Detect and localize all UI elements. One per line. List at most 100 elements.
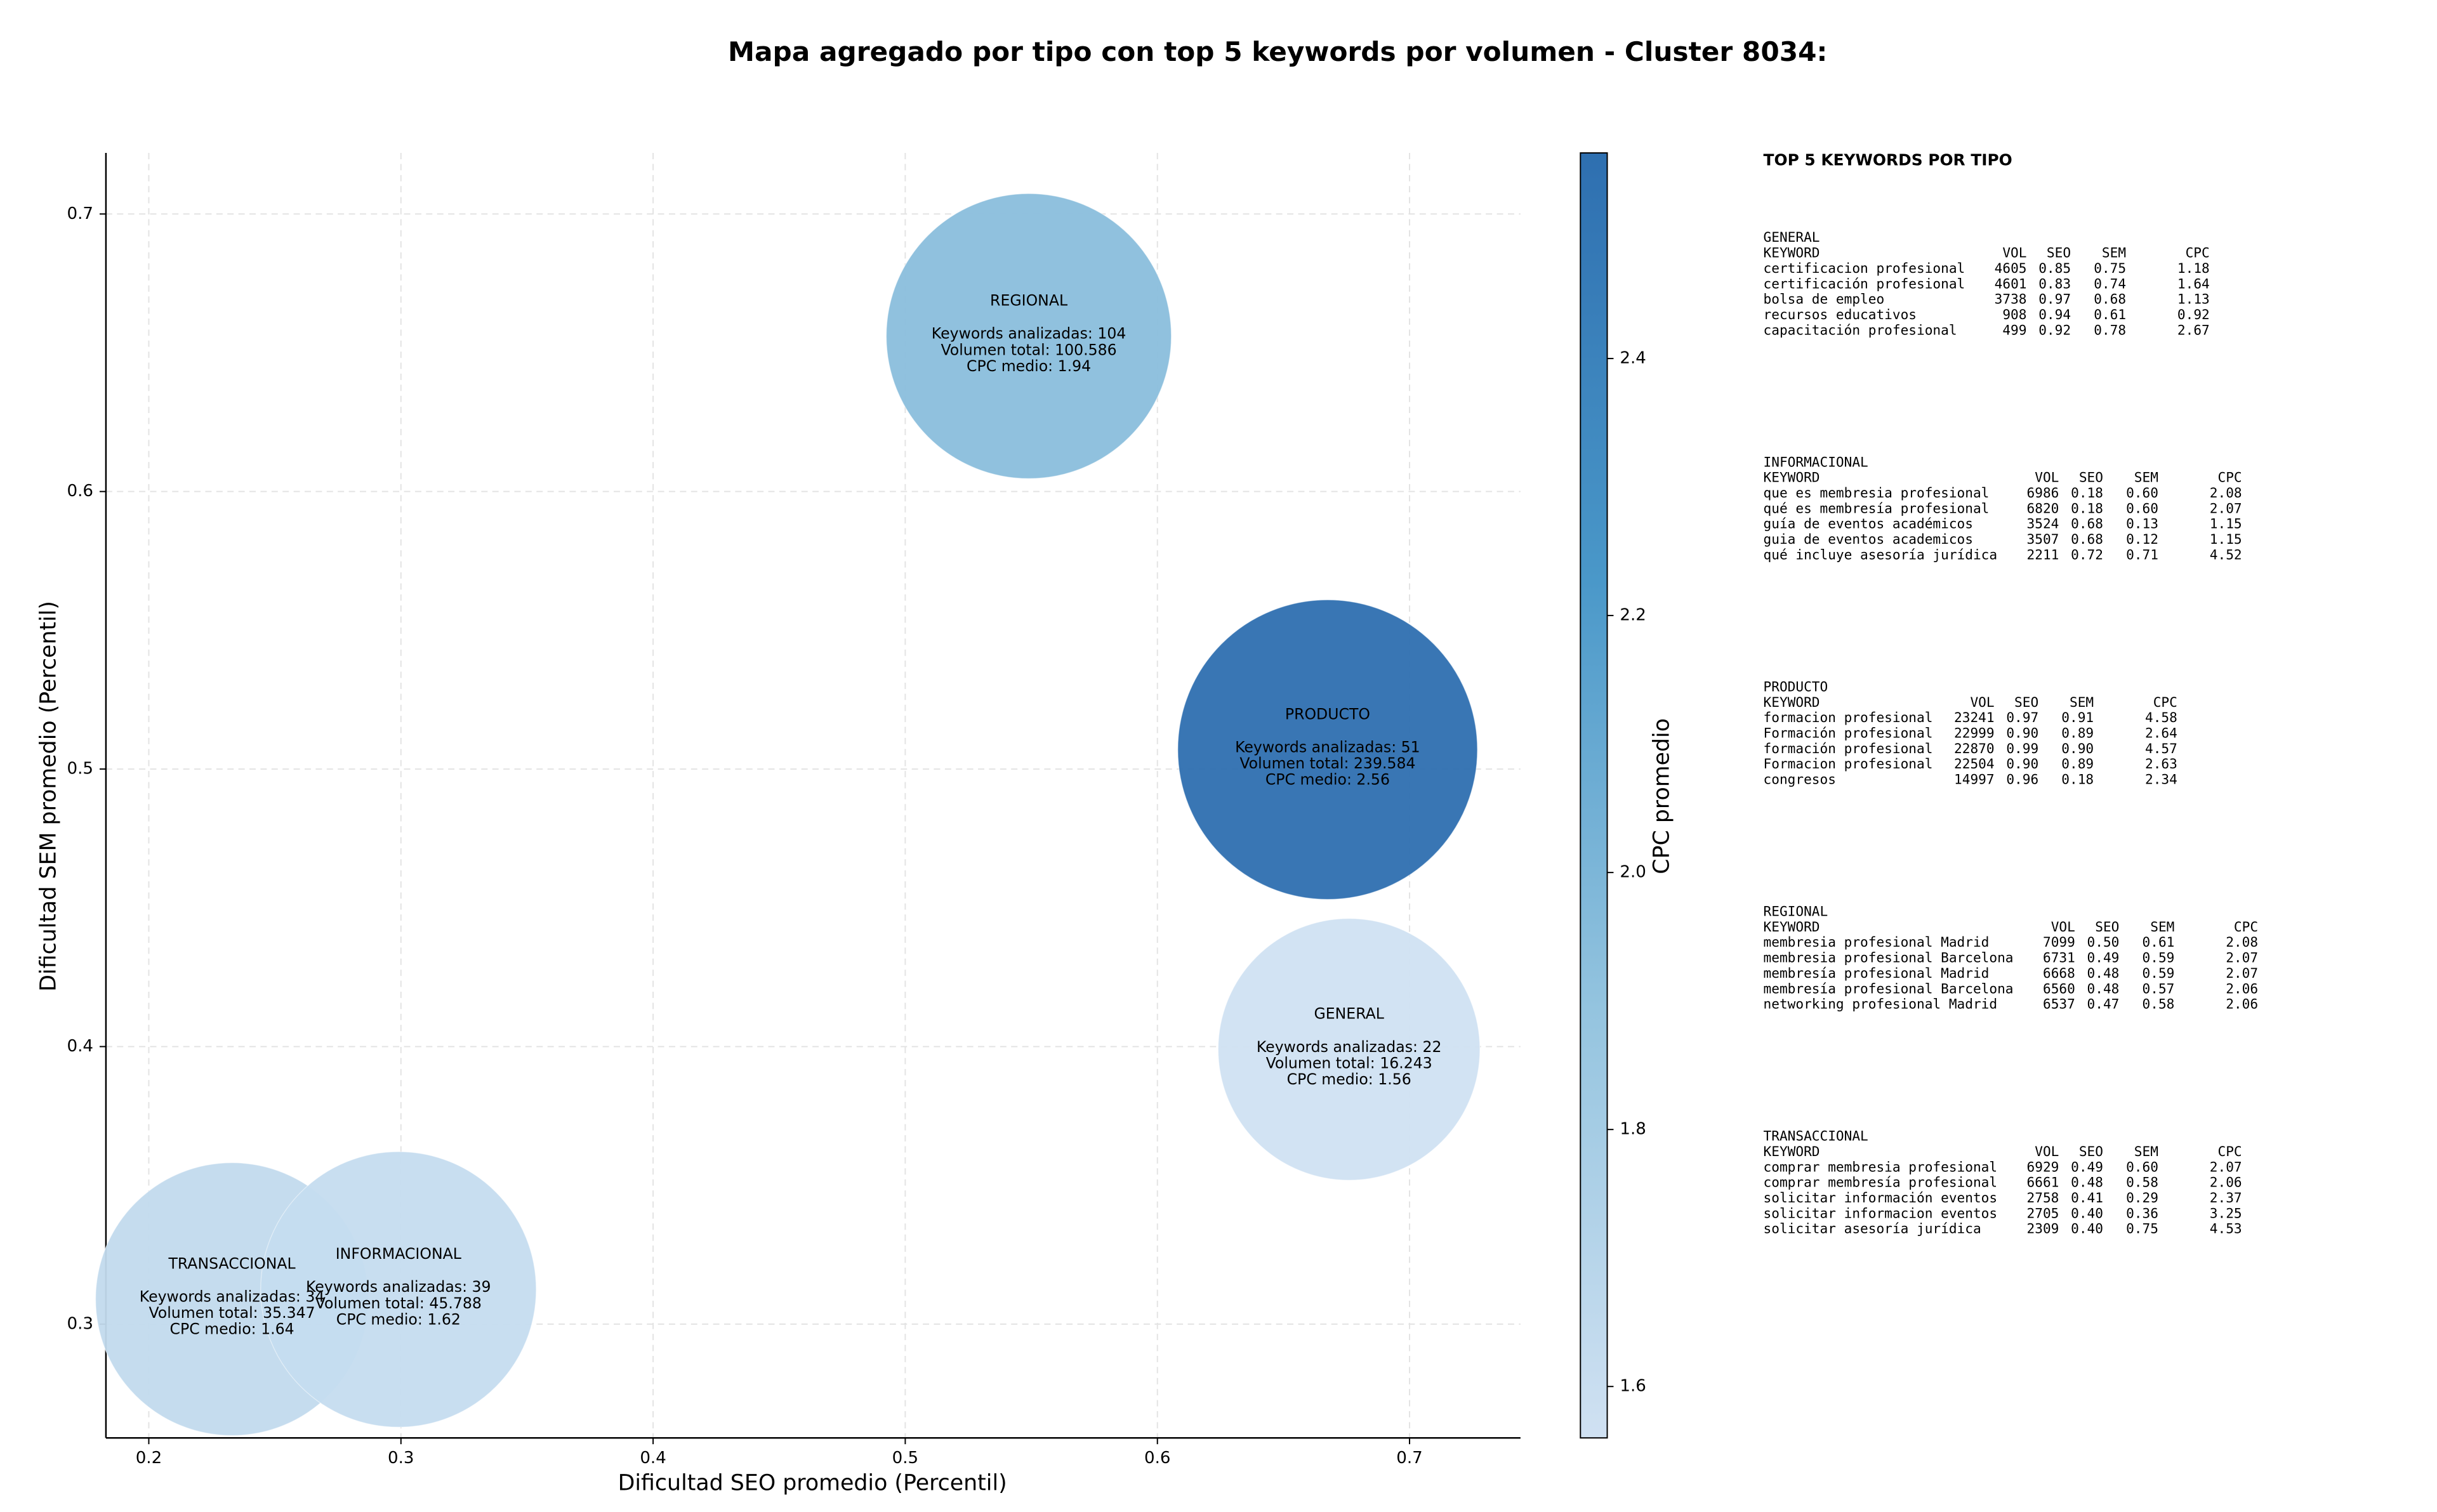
table-header: CPC: [2234, 919, 2258, 935]
table-cell: 0.90: [2006, 756, 2038, 772]
y-tick-label: 0.5: [67, 759, 93, 779]
colorbar-tick-label: 2.4: [1620, 349, 1646, 368]
table-cell: 22504: [1954, 756, 1995, 772]
table-cell: membresia profesional Madrid: [1764, 934, 1990, 950]
table-cell: 6731: [2043, 950, 2075, 966]
table-cell: 22999: [1954, 725, 1995, 740]
colorbar-tick-label: 1.6: [1620, 1377, 1646, 1396]
table-header: KEYWORD: [1764, 919, 1820, 935]
table-header: KEYWORD: [1764, 470, 1820, 485]
bubble-annotation: Volumen total: 16.243: [1266, 1054, 1432, 1072]
colorbar: [1580, 152, 1608, 1439]
table-header: CPC: [2186, 245, 2210, 261]
table-cell: 14997: [1954, 772, 1995, 787]
table-header: SEM: [2102, 245, 2126, 261]
table-cell: 6661: [2027, 1174, 2059, 1190]
table-cell: 0.50: [2087, 934, 2120, 950]
table-cell: 0.59: [2143, 950, 2175, 966]
table-title: TOP 5 KEYWORDS POR TIPO: [1764, 150, 2012, 169]
table-cell: formación profesional: [1764, 740, 1933, 756]
table-cell: 0.90: [2006, 725, 2038, 740]
table-cell: bolsa de empleo: [1764, 291, 1885, 307]
table-cell: 0.58: [2126, 1174, 2158, 1190]
table-cell: 0.99: [2006, 740, 2038, 756]
table-cell: 2705: [2027, 1205, 2059, 1221]
table-cell: Formacion profesional: [1764, 756, 1933, 772]
table-header: VOL: [2035, 1143, 2059, 1159]
table-group-name: REGIONAL: [1764, 904, 1828, 919]
bubble-name: REGIONAL: [990, 292, 1068, 310]
table-cell: 0.97: [2038, 291, 2071, 307]
bubble-name: GENERAL: [1314, 1005, 1384, 1023]
table-header: SEO: [2095, 919, 2119, 935]
table-cell: 2211: [2027, 546, 2059, 562]
table-cell: guía de eventos académicos: [1764, 516, 1973, 532]
table-cell: certificacion profesional: [1764, 260, 1965, 276]
table-cell: 2.08: [2210, 485, 2242, 501]
table-cell: 0.49: [2087, 950, 2120, 966]
table-cell: 3.25: [2210, 1205, 2242, 1221]
bubble: [885, 193, 1172, 479]
table-cell: certificación profesional: [1764, 275, 1965, 291]
table-cell: 0.75: [2094, 260, 2126, 276]
table-cell: 0.18: [2071, 500, 2103, 516]
table-cell: 1.64: [2177, 275, 2210, 291]
table-cell: 0.68: [2094, 291, 2126, 307]
x-tick-label: 0.4: [640, 1449, 666, 1468]
table-cell: membresia profesional Barcelona: [1764, 950, 2014, 966]
x-tick-label: 0.5: [892, 1449, 918, 1468]
table-cell: 0.89: [2061, 725, 2094, 740]
table-cell: 6820: [2027, 500, 2059, 516]
table-group-name: GENERAL: [1764, 229, 1820, 245]
table-cell: 0.12: [2126, 531, 2158, 547]
table-cell: 6537: [2043, 996, 2075, 1012]
table-cell: 0.61: [2094, 306, 2126, 322]
bubble-annotation: Keywords analizadas: 22: [1257, 1038, 1442, 1056]
table-cell: 0.96: [2006, 772, 2038, 787]
table-cell: 0.29: [2126, 1190, 2158, 1206]
table-cell: membresía profesional Barcelona: [1764, 980, 2014, 996]
table-cell: solicitar información eventos: [1764, 1190, 1998, 1206]
table-cell: qué incluye asesoría jurídica: [1764, 546, 1998, 562]
table-cell: 0.40: [2071, 1205, 2103, 1221]
table-cell: 0.90: [2061, 740, 2094, 756]
x-tick-label: 0.2: [136, 1449, 162, 1468]
table-cell: 6929: [2027, 1159, 2059, 1174]
table-cell: 0.74: [2094, 275, 2126, 291]
table-header: SEO: [2047, 245, 2071, 261]
table-cell: 0.92: [2177, 306, 2210, 322]
table-cell: 0.71: [2126, 546, 2158, 562]
table-cell: 2.07: [2210, 1159, 2242, 1174]
table-cell: 0.18: [2061, 772, 2094, 787]
table-cell: 0.89: [2061, 756, 2094, 772]
bubble-annotation: CPC medio: 1.64: [170, 1320, 294, 1338]
table-header: SEO: [2079, 470, 2103, 485]
table-cell: 0.94: [2038, 306, 2071, 322]
table-cell: 0.75: [2126, 1221, 2158, 1237]
chart-title: Mapa agregado por tipo con top 5 keyword…: [728, 36, 1827, 67]
bubble-annotation: Keywords analizadas: 34: [140, 1288, 325, 1306]
table-cell: guia de eventos academicos: [1764, 531, 1973, 547]
table-cell: comprar membresía profesional: [1764, 1174, 1998, 1190]
bubble-name: TRANSACCIONAL: [168, 1254, 296, 1272]
table-cell: 0.78: [2094, 322, 2126, 338]
table-cell: capacitación profesional: [1764, 322, 1957, 338]
table-header: VOL: [2002, 245, 2026, 261]
table-cell: 0.48: [2071, 1174, 2103, 1190]
table-group-name: PRODUCTO: [1764, 678, 1828, 694]
bubble-annotation: CPC medio: 1.94: [967, 357, 1091, 375]
table-group-name: TRANSACCIONAL: [1764, 1128, 1868, 1144]
table-cell: 4.58: [2145, 709, 2177, 725]
bubble-annotation: CPC medio: 1.62: [336, 1310, 461, 1328]
table-cell: congresos: [1764, 772, 1836, 787]
table-cell: 2.07: [2226, 950, 2258, 966]
table-cell: 0.49: [2071, 1159, 2103, 1174]
table-cell: 2.37: [2210, 1190, 2242, 1206]
x-tick-label: 0.7: [1396, 1449, 1422, 1468]
table-cell: 4.53: [2210, 1221, 2242, 1237]
table-header: SEM: [2134, 470, 2158, 485]
table-header: KEYWORD: [1764, 1143, 1820, 1159]
table-cell: 4.52: [2210, 546, 2242, 562]
table-cell: 4605: [1995, 260, 2027, 276]
